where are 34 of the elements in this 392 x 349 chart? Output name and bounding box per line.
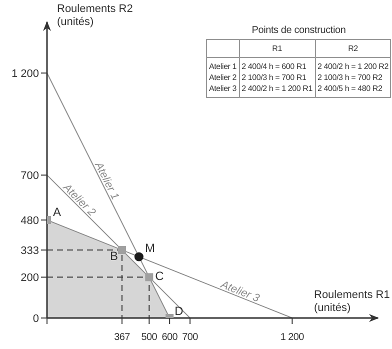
x-tick-label: 500 (141, 332, 158, 343)
category-label: Atelier 3 (209, 84, 237, 93)
category-label: Atelier 1 (209, 62, 237, 71)
y-tick-label: 333 (20, 244, 39, 257)
y-tick-label: 480 (20, 214, 39, 227)
point (145, 273, 154, 282)
y-tick-label: 200 (20, 272, 39, 284)
y-axis-title: Roulements R2 (unités) (57, 3, 133, 28)
category-label: R2 (315, 40, 391, 58)
annotation: A (53, 205, 62, 220)
point (118, 246, 126, 254)
x-tick-label: 1 200 (280, 332, 305, 343)
annotation: B (110, 249, 118, 264)
y-tick-label: 700 (20, 170, 39, 182)
x-axis-title: Roulements R1 (unités) (314, 289, 390, 314)
y-tick-label: 1 200 (11, 68, 39, 80)
text: 2 100/3 h = 700 R2 (318, 73, 382, 82)
x-tick-label: 700 (182, 332, 199, 343)
annotation: D (174, 304, 184, 318)
text: 2 400/4 h = 600 R1 (242, 62, 306, 71)
annotation: M (144, 240, 155, 255)
category-label: R1 (239, 40, 316, 58)
text: 2 400/2 h = 1 200 R1 (242, 84, 313, 93)
text: 2 100/3 h = 700 R1 (242, 73, 306, 82)
x-tick-label: 367 (114, 332, 131, 343)
x-tick-label: 600 (162, 332, 178, 343)
text: 2 400/5 h = 480 R2 (318, 84, 382, 93)
y-tick-label: 0 (32, 312, 39, 325)
category-label: Atelier 2 (209, 73, 237, 82)
text: Atelier 3 (218, 278, 262, 306)
annotation: C (155, 269, 164, 284)
point (134, 252, 144, 262)
text: Points de construction (250, 25, 347, 36)
text: 2 400/2 h = 1 200 R2 (318, 62, 388, 71)
